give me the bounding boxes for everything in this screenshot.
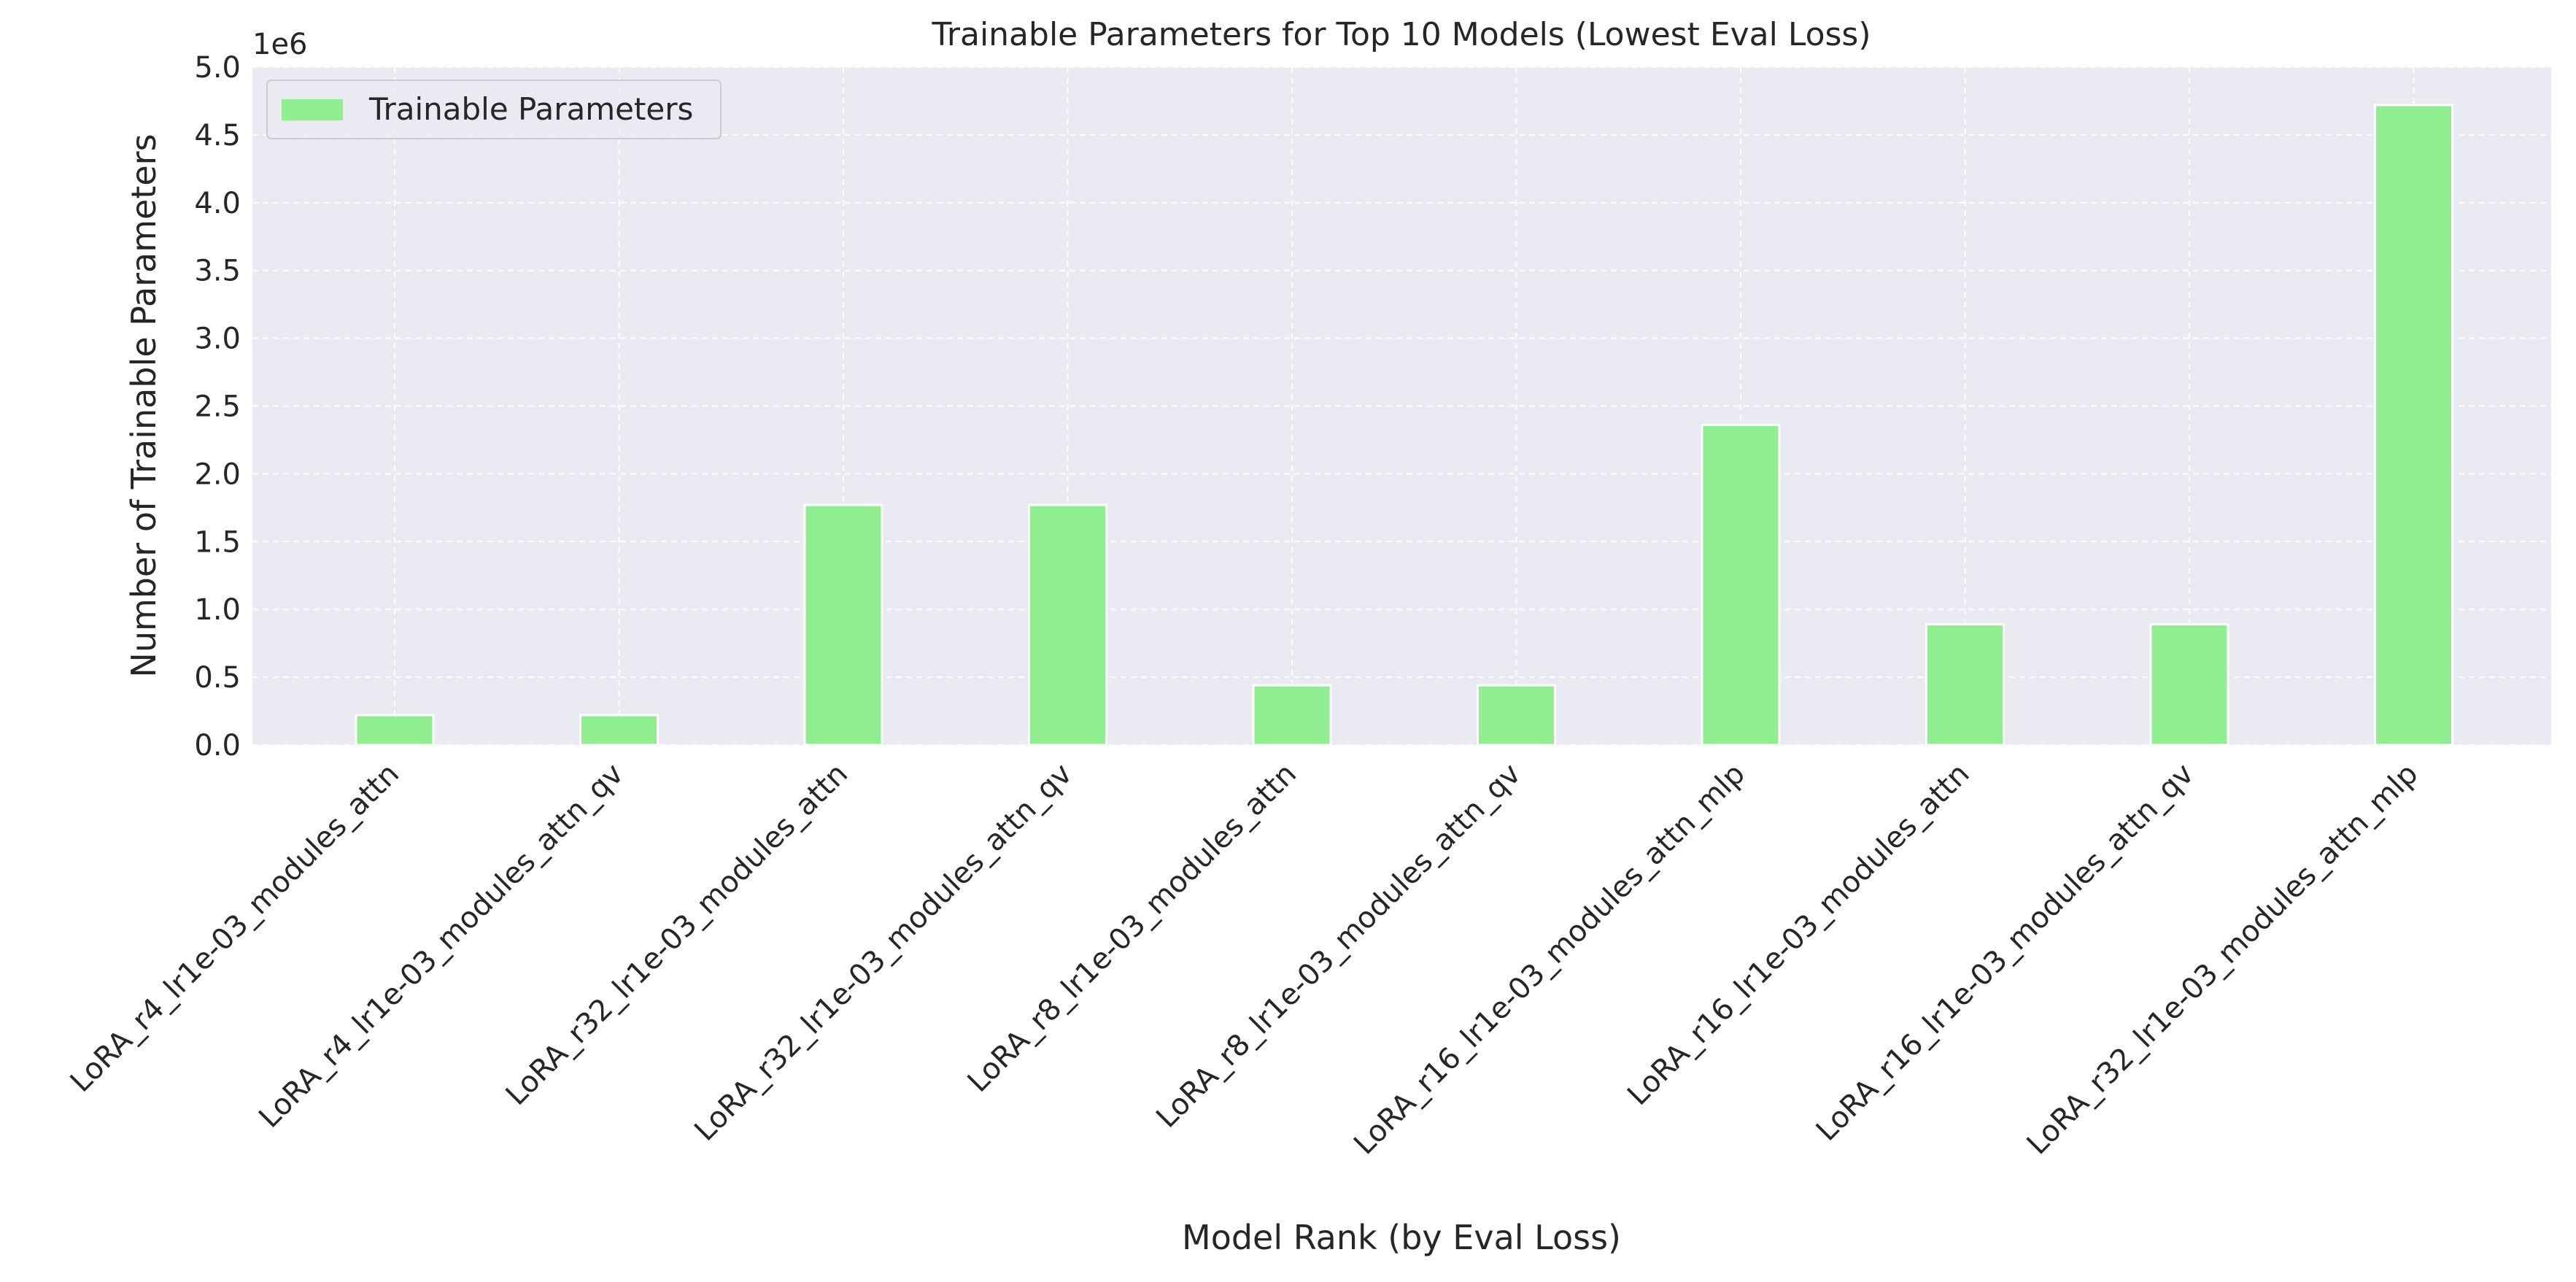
x-tick-label: LoRA_r16_lr1e-03_modules_attn_mlp [1347,757,1752,1162]
x-tick-label: LoRA_r16_lr1e-03_modules_attn_qv [1810,757,2200,1148]
bar [355,714,435,746]
bar [1252,684,1332,746]
bar [1925,623,2005,746]
legend-label: Trainable Parameters [368,91,693,127]
bar [2374,104,2453,746]
y-tick-label: 1.5 [194,525,241,559]
bar [2149,623,2229,746]
y-tick-label: 4.0 [194,187,241,220]
x-tick-labels: LoRA_r4_lr1e-03_modules_attnLoRA_r4_lr1e… [64,757,2425,1162]
x-tick-label: LoRA_r8_lr1e-03_modules_attn_qv [1150,757,1527,1135]
y-tick-label: 2.5 [194,390,241,424]
y-offset-label: 1e6 [252,28,308,61]
y-tick-labels: 0.0 0.5 1.0 1.5 2.0 2.5 3.0 3.5 4.0 4.5 5.0 [194,51,241,762]
bars [355,104,2453,746]
bar [1028,503,1107,746]
y-tick-label: 0.0 [194,729,241,762]
y-tick-label: 3.5 [194,255,241,288]
x-tick-label: LoRA_r4_lr1e-03_modules_attn_qv [252,757,630,1135]
y-tick-label: 0.5 [194,661,241,695]
legend: Trainable Parameters [266,80,722,139]
bar [803,503,883,746]
chart-title: Trainable Parameters for Top 10 Models (… [931,16,1871,53]
x-tick-label: LoRA_r32_lr1e-03_modules_attn_qv [688,757,1078,1148]
y-tick-label: 1.0 [194,593,241,627]
y-axis-label: Number of Trainable Parameters [124,134,163,677]
legend-box [266,80,722,139]
legend-swatch [282,99,343,120]
y-tick-label: 3.0 [194,323,241,356]
bar [1701,424,1781,746]
x-tick-label: LoRA_r32_lr1e-03_modules_attn_mlp [2021,757,2425,1162]
y-tick-label: 2.0 [194,457,241,491]
bar [1477,684,1556,746]
x-axis-label: Model Rank (by Eval Loss) [1182,1218,1621,1257]
y-tick-label: 5.0 [194,51,241,85]
y-tick-label: 4.5 [194,119,241,152]
bar [579,714,659,746]
